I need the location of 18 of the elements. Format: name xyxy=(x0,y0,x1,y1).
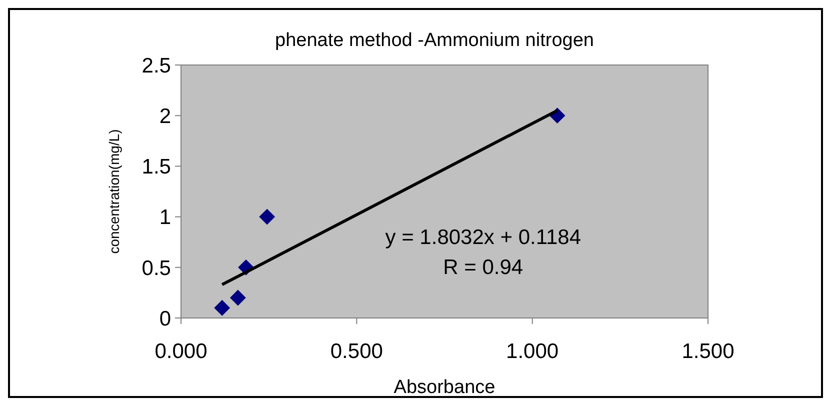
y-tick-label: 2 xyxy=(159,104,171,128)
x-axis-title: Absorbance xyxy=(394,377,496,398)
y-tick-label: 2.5 xyxy=(142,54,171,78)
y-axis-title: concentration(mg/L) xyxy=(106,129,122,254)
x-tick-label: 0.500 xyxy=(330,340,383,363)
point xyxy=(259,208,276,225)
chart-title: phenate method -Ammonium nitrogen xyxy=(275,30,594,51)
y-tick-label: 1.5 xyxy=(142,156,171,179)
point xyxy=(214,300,230,316)
x-tick-label: 1.000 xyxy=(506,340,559,363)
y-tick-label: 0 xyxy=(159,307,171,330)
point xyxy=(230,290,246,306)
x-tick-label: 1.500 xyxy=(682,340,734,363)
x-tick-label: 0.000 xyxy=(154,340,208,363)
annotation: R = 0.94 xyxy=(443,256,524,280)
y-tick-label: 1 xyxy=(159,206,171,230)
annotation: y = 1.8032x + 0.1184 xyxy=(385,226,582,250)
y-tick-label: 0.5 xyxy=(142,256,171,280)
